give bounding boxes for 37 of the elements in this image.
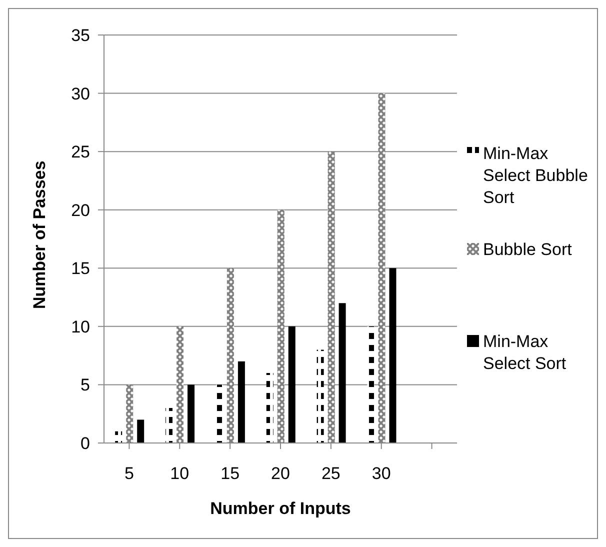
bar <box>176 326 184 443</box>
y-axis-title: Number of Passes <box>30 160 50 309</box>
bar <box>166 408 173 443</box>
y-tick-label: 35 <box>71 26 90 46</box>
bar <box>389 268 396 443</box>
bar <box>288 326 296 443</box>
bar <box>216 384 223 443</box>
bar <box>238 361 245 443</box>
x-tick-label: 15 <box>220 464 240 484</box>
x-tick-label: 30 <box>372 464 391 484</box>
y-tick-label: 25 <box>71 142 90 162</box>
x-axis-title: Number of Inputs <box>210 499 351 518</box>
bar <box>137 420 144 443</box>
y-tick-label: 0 <box>80 434 90 454</box>
bar <box>188 384 195 443</box>
bar <box>328 152 335 443</box>
y-tick-label: 30 <box>71 84 90 104</box>
x-tick-label: 20 <box>271 464 290 484</box>
bar <box>115 431 122 443</box>
bar <box>316 350 324 443</box>
y-tick-label: 15 <box>71 259 90 278</box>
bar <box>277 210 284 443</box>
legend-label: Min-Max Select Sort <box>483 330 568 374</box>
bar <box>378 93 386 443</box>
y-tick-label: 5 <box>80 376 90 395</box>
bar <box>126 384 134 443</box>
y-tick-label: 20 <box>71 200 90 220</box>
y-tick-label: 10 <box>71 317 90 336</box>
legend-label: Bubble Sort <box>483 238 572 260</box>
bar <box>367 326 374 443</box>
x-tick-label: 25 <box>321 464 340 484</box>
bar <box>338 303 346 443</box>
x-tick-label: 5 <box>124 464 134 484</box>
bar <box>226 268 234 443</box>
bar <box>266 373 274 443</box>
x-tick-label: 10 <box>170 464 190 484</box>
legend-label: Min-Max Select Bubble Sort <box>483 142 589 208</box>
